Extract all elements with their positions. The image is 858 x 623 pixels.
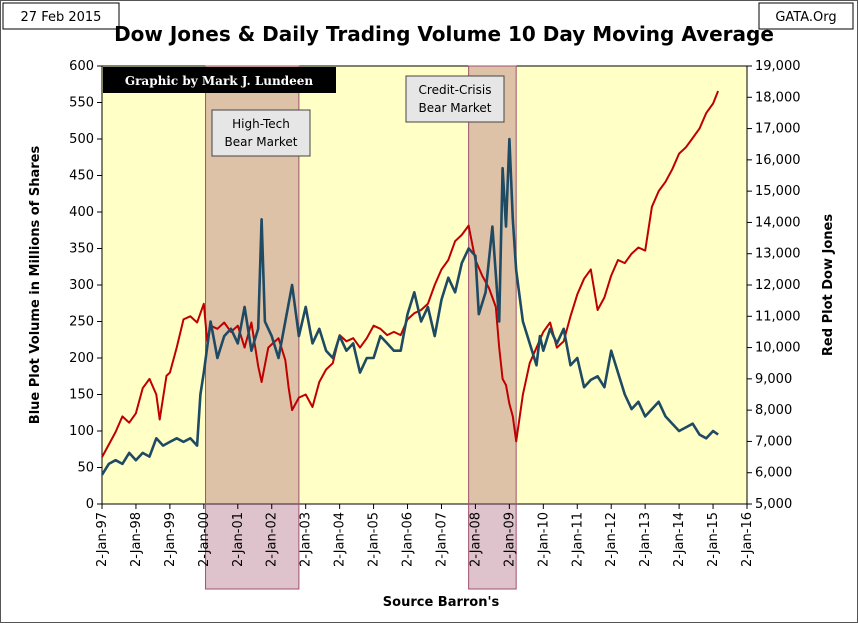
y-right-tick-label: 6,000 bbox=[755, 466, 792, 481]
credit-label: Graphic by Mark J. Lundeen bbox=[125, 74, 314, 88]
y-right-tick-label: 8,000 bbox=[755, 403, 792, 418]
site-label: GATA.Org bbox=[775, 10, 836, 25]
y-axis-left-label: Blue Plot Volume in Millions of Shares bbox=[28, 146, 43, 425]
axes-layer: 0 50 100 150 200 250 300 350 400 450 500 550 600 5,00… bbox=[69, 59, 800, 567]
x-tick-label: 2-Jan-99 bbox=[163, 512, 178, 567]
x-axis-label: Source Barron's bbox=[383, 595, 500, 610]
y-left-tick-label: 250 bbox=[69, 315, 94, 330]
x-tick-label: 2-Jan-02 bbox=[265, 512, 280, 567]
y-left-tick-label: 350 bbox=[69, 242, 94, 257]
x-tick-label: 2-Jan-08 bbox=[468, 512, 483, 567]
bear-market-label-line: Credit-Crisis bbox=[419, 83, 492, 97]
x-tick-label: 2-Jan-10 bbox=[536, 512, 551, 567]
y-right-tick-label: 18,000 bbox=[755, 90, 801, 105]
y-right-tick-label: 10,000 bbox=[755, 341, 801, 356]
x-tick-label: 2-Jan-97 bbox=[95, 512, 110, 567]
y-right-tick-label: 13,000 bbox=[755, 247, 801, 262]
annotation-layer: High-Tech Bear Market Credit-Crisis Bear Ma… bbox=[211, 75, 505, 157]
bear-market-label-box-2 bbox=[405, 75, 505, 123]
date-box bbox=[2, 2, 120, 30]
y-right-tick-label: 9,000 bbox=[755, 372, 792, 387]
y-left-tick-label: 400 bbox=[69, 205, 94, 220]
y-left-tick-label: 0 bbox=[86, 497, 94, 512]
y-left-tick-label: 500 bbox=[69, 132, 94, 147]
x-tick-label: 2-Jan-09 bbox=[502, 512, 517, 567]
x-tick-label: 2-Jan-15 bbox=[706, 512, 721, 567]
x-tick-label: 2-Jan-05 bbox=[367, 512, 382, 567]
x-tick-label: 2-Jan-13 bbox=[638, 512, 653, 567]
y-right-tick-label: 19,000 bbox=[755, 59, 801, 74]
y-left-tick-label: 450 bbox=[69, 169, 94, 184]
date-label: 27 Feb 2015 bbox=[21, 10, 102, 25]
x-tick-label: 2-Jan-04 bbox=[333, 512, 348, 567]
x-tick-label: 2-Jan-03 bbox=[299, 512, 314, 567]
y-right-tick-label: 17,000 bbox=[755, 122, 801, 137]
x-tick-label: 2-Jan-16 bbox=[740, 512, 755, 567]
volume-series-line bbox=[100, 137, 719, 476]
x-tick-label: 2-Jan-06 bbox=[401, 512, 416, 567]
y-right-tick-label: 16,000 bbox=[755, 153, 801, 168]
plot-area bbox=[101, 65, 748, 505]
chart-title: Dow Jones & Daily Trading Volume 10 Day … bbox=[114, 22, 774, 46]
y-left-tick-label: 200 bbox=[69, 351, 94, 366]
x-tick-label: 2-Jan-98 bbox=[129, 512, 144, 567]
y-left-tick-label: 150 bbox=[69, 388, 94, 403]
y-left-tick-label: 50 bbox=[77, 461, 94, 476]
y-right-tick-label: 14,000 bbox=[755, 215, 801, 230]
x-tick-label: 2-Jan-12 bbox=[604, 512, 619, 567]
site-box bbox=[758, 2, 854, 30]
x-tick-label: 2-Jan-14 bbox=[672, 512, 687, 567]
bear-market-label-line: Bear Market bbox=[225, 135, 298, 149]
y-right-tick-label: 7,000 bbox=[755, 434, 792, 449]
y-right-tick-label: 5,000 bbox=[755, 497, 792, 512]
x-tick-label: 2-Jan-00 bbox=[197, 512, 212, 567]
y-left-tick-label: 100 bbox=[69, 424, 94, 439]
y-left-tick-label: 550 bbox=[69, 96, 94, 111]
x-tick-label: 2-Jan-11 bbox=[570, 512, 585, 567]
bear-market-label-line: Bear Market bbox=[419, 101, 492, 115]
bear-market-label-box-1 bbox=[211, 109, 311, 157]
series-layer bbox=[100, 90, 720, 476]
y-right-tick-label: 15,000 bbox=[755, 184, 801, 199]
y-right-tick-label: 11,000 bbox=[755, 309, 801, 324]
bear-market-label-line: High-Tech bbox=[232, 117, 290, 131]
y-left-tick-label: 300 bbox=[69, 278, 94, 293]
y-right-tick-label: 12,000 bbox=[755, 278, 801, 293]
x-tick-label: 2-Jan-07 bbox=[434, 512, 449, 567]
credit-banner bbox=[103, 67, 336, 93]
y-left-tick-label: 600 bbox=[69, 59, 94, 74]
x-tick-label: 2-Jan-01 bbox=[231, 512, 246, 567]
y-axis-right-label: Red Plot Dow Jones bbox=[821, 214, 836, 356]
